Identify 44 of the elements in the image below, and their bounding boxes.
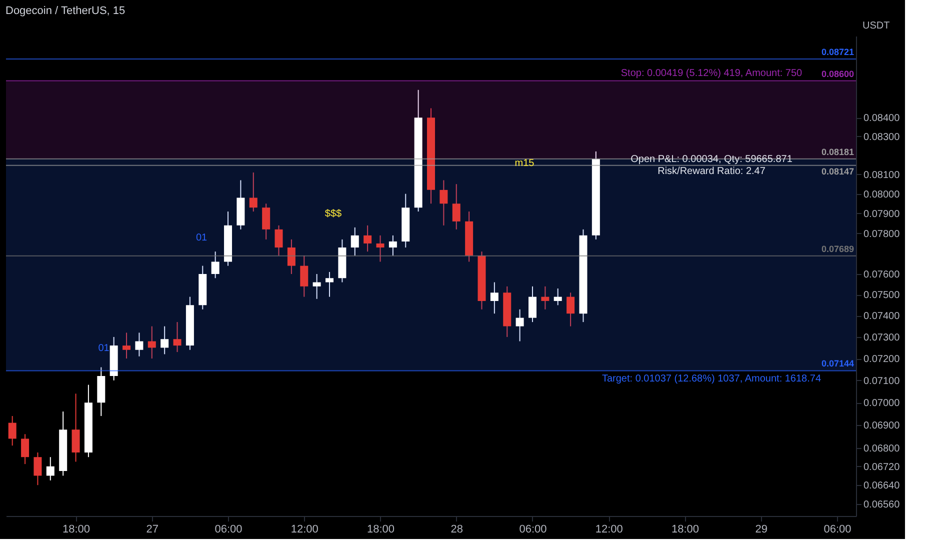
x-tick-label: 29 bbox=[755, 524, 768, 536]
annotation: $$$ bbox=[324, 208, 342, 220]
chart-title: Dogecoin / TetherUS, 15 bbox=[6, 5, 126, 17]
ref-line-label: 0.07144 bbox=[821, 358, 854, 369]
x-tick-label: 18:00 bbox=[671, 524, 699, 536]
x-tick-label: 18:00 bbox=[366, 524, 395, 536]
annotation: 01 bbox=[196, 232, 208, 244]
ref-line-label: 0.08147 bbox=[821, 166, 854, 176]
y-tick-label: 0.06720 bbox=[864, 462, 900, 473]
y-tick-label: 0.07300 bbox=[864, 332, 900, 344]
y-tick-label: 0.07400 bbox=[864, 311, 900, 322]
y-tick-label: 0.07200 bbox=[864, 354, 900, 366]
y-tick-label: 0.07800 bbox=[864, 228, 900, 240]
ref-line-label: 0.08181 bbox=[821, 146, 854, 157]
annotation: Open P&L: 0.00034, Qty: 59665.871 Risk/Reward Ratio: 2.47 bbox=[630, 154, 793, 177]
y-axis-title: USDT bbox=[862, 20, 890, 32]
y-tick-label: 0.07000 bbox=[864, 398, 900, 410]
x-tick-label: 27 bbox=[146, 524, 159, 536]
x-tick-label: 06:00 bbox=[824, 524, 852, 536]
y-tick-label: 0.08000 bbox=[864, 189, 900, 200]
y-tick-label: 0.08400 bbox=[864, 113, 900, 124]
y-tick-label: 0.06900 bbox=[864, 420, 900, 432]
annotation: m15 bbox=[514, 158, 535, 169]
ref-line-label: 0.08721 bbox=[821, 46, 854, 57]
y-tick-label: 0.06560 bbox=[864, 500, 900, 511]
ref-line-label: 0.07689 bbox=[821, 244, 854, 254]
band-label: Stop: 0.00419 (5.12%) 419, Amount: 750 bbox=[620, 68, 803, 79]
x-tick-label: 12:00 bbox=[290, 524, 318, 536]
y-tick-label: 0.06640 bbox=[864, 480, 900, 492]
y-tick-label: 0.07600 bbox=[864, 270, 900, 281]
x-tick-label: 18:00 bbox=[62, 524, 90, 536]
y-tick-label: 0.08300 bbox=[864, 132, 900, 143]
x-tick-label: 12:00 bbox=[595, 524, 623, 536]
x-tick-label: 28 bbox=[450, 524, 463, 536]
y-tick-label: 0.08100 bbox=[864, 170, 900, 181]
ref-line-label: 0.08600 bbox=[821, 68, 854, 79]
y-tick-label: 0.06800 bbox=[864, 443, 900, 454]
y-tick-label: 0.07900 bbox=[864, 209, 900, 220]
annotation: 01 bbox=[98, 343, 110, 354]
y-tick-label: 0.07500 bbox=[864, 290, 900, 302]
y-tick-label: 0.07100 bbox=[864, 376, 900, 387]
x-tick-label: 06:00 bbox=[519, 524, 547, 536]
band-label: Target: 0.01037 (12.68%) 1037, Amount: 1618.74 bbox=[602, 374, 822, 385]
x-tick-label: 06:00 bbox=[214, 524, 242, 536]
